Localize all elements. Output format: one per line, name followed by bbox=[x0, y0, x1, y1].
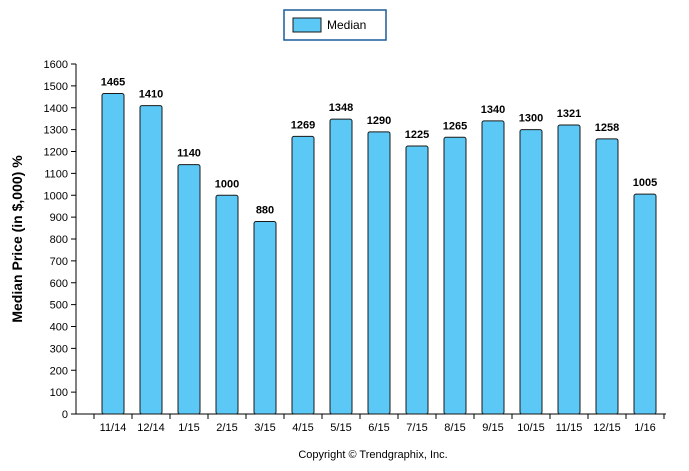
y-tick-label: 1400 bbox=[44, 103, 68, 115]
y-tick-label: 1000 bbox=[44, 190, 68, 202]
x-tick-label: 6/15 bbox=[368, 422, 389, 434]
x-tick-label: 3/15 bbox=[254, 422, 275, 434]
y-tick-label: 1300 bbox=[44, 125, 68, 137]
x-tick-label: 12/15 bbox=[593, 422, 621, 434]
x-tick-label: 7/15 bbox=[406, 422, 427, 434]
y-tick-label: 1200 bbox=[44, 147, 68, 159]
bar-1-16 bbox=[633, 193, 657, 415]
x-tick-label: 10/15 bbox=[517, 422, 545, 434]
x-tick-label: 2/15 bbox=[216, 422, 237, 434]
bar-2-15 bbox=[215, 194, 239, 415]
x-tick-label: 5/15 bbox=[330, 422, 351, 434]
x-tick-label: 11/15 bbox=[556, 422, 583, 434]
y-tick-label: 0 bbox=[62, 409, 68, 421]
bar-8-15 bbox=[443, 136, 467, 415]
x-ticks: 11/14 12/14 1/15 2/15 3/15 4/15 5/15 6/15 7/15 8/… bbox=[93, 414, 665, 434]
data-label: 1321 bbox=[557, 108, 581, 120]
x-tick-label: 9/15 bbox=[482, 422, 503, 434]
y-tick-label: 500 bbox=[50, 300, 68, 312]
x-tick-label: 1/15 bbox=[178, 422, 199, 434]
copyright-text: Copyright © Trendgraphix, Inc. bbox=[298, 449, 447, 461]
bar-11-15 bbox=[557, 124, 581, 415]
bar-12-15 bbox=[595, 138, 619, 415]
data-label: 1269 bbox=[291, 119, 315, 131]
legend: Median bbox=[283, 9, 387, 41]
data-label: 1300 bbox=[519, 113, 543, 125]
y-tick-label: 700 bbox=[50, 256, 68, 268]
legend-swatch bbox=[292, 17, 322, 33]
x-tick-label: 12/14 bbox=[137, 422, 165, 434]
y-tick-label: 600 bbox=[50, 278, 68, 290]
data-label: 880 bbox=[256, 205, 274, 217]
y-tick-label: 1500 bbox=[44, 81, 68, 93]
y-tick-label: 1600 bbox=[44, 59, 68, 71]
y-axis-title: Median Price (in $,000) % bbox=[9, 155, 25, 323]
bar-11-14 bbox=[101, 93, 125, 415]
y-tick-label: 1100 bbox=[44, 168, 68, 180]
x-tick-label: 1/16 bbox=[634, 422, 655, 434]
bar-6-15 bbox=[367, 131, 391, 415]
x-tick-label: 4/15 bbox=[292, 422, 313, 434]
bar-12-14 bbox=[139, 105, 163, 415]
bar-7-15 bbox=[405, 145, 429, 415]
y-ticks: 0 100 200 300 400 500 600 700 800 900 1000 1100 1200… bbox=[44, 59, 76, 421]
bar-4-15 bbox=[291, 135, 315, 415]
y-tick-label: 400 bbox=[50, 322, 68, 334]
data-label: 1258 bbox=[595, 122, 619, 134]
y-tick-label: 800 bbox=[50, 234, 68, 246]
data-label: 1000 bbox=[215, 178, 239, 190]
data-label: 1265 bbox=[443, 120, 467, 132]
bar-10-15 bbox=[519, 129, 543, 415]
bar-5-15 bbox=[329, 118, 353, 415]
data-label: 1465 bbox=[101, 77, 125, 89]
data-label: 1348 bbox=[329, 102, 353, 114]
data-label: 1005 bbox=[633, 177, 657, 189]
bar-1-15 bbox=[177, 164, 201, 415]
y-tick-label: 300 bbox=[50, 343, 68, 355]
y-tick-label: 900 bbox=[50, 212, 68, 224]
bar-3-15 bbox=[253, 221, 277, 415]
data-label: 1340 bbox=[481, 104, 505, 116]
data-label: 1140 bbox=[177, 148, 201, 160]
data-label: 1225 bbox=[405, 129, 429, 141]
x-tick-label: 11/14 bbox=[100, 422, 127, 434]
x-tick-label: 8/15 bbox=[444, 422, 465, 434]
legend-label: Median bbox=[327, 18, 366, 32]
data-label: 1410 bbox=[139, 89, 163, 101]
y-tick-label: 200 bbox=[50, 365, 68, 377]
y-tick-label: 100 bbox=[50, 387, 68, 399]
data-label: 1290 bbox=[367, 115, 391, 127]
bars: 1465 1410 1140 1000 880 1269 1348 1290 1225 1265 1… bbox=[101, 77, 657, 415]
bar-9-15 bbox=[481, 120, 505, 415]
